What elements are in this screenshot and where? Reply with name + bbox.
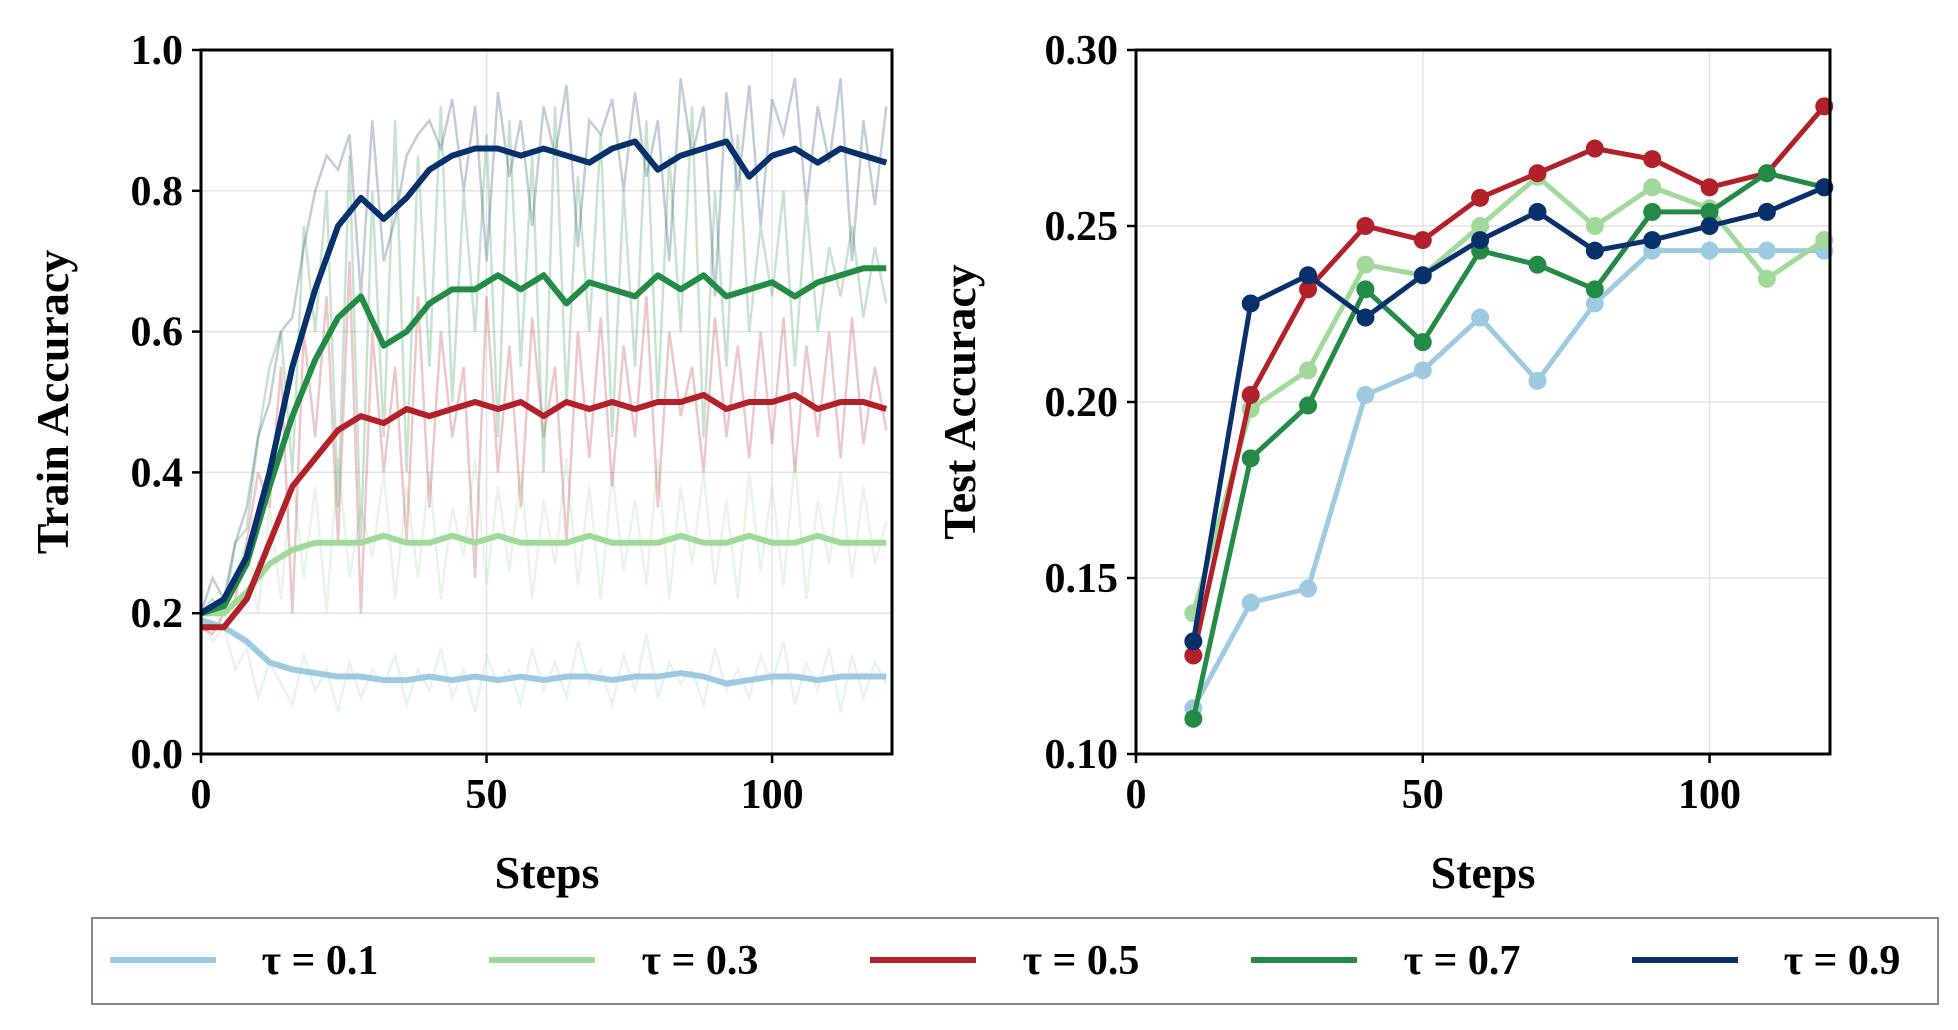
data-point [1528, 371, 1547, 390]
data-point [1585, 280, 1604, 299]
test-y-axis-label: Test Accuracy [934, 264, 985, 540]
legend-label: τ = 0.5 [1023, 938, 1140, 984]
legend-label: τ = 0.1 [262, 938, 379, 984]
series-line-τ=0.3 [1190, 174, 1826, 614]
data-point [1643, 178, 1662, 197]
legend-frame [91, 917, 1939, 1005]
data-point [1413, 231, 1432, 250]
y-tick-label: 0.10 [1045, 732, 1119, 778]
data-point [1413, 361, 1432, 380]
raw-line-τ=0.3 [200, 458, 888, 631]
data-point [1184, 646, 1203, 665]
data-point [1241, 593, 1260, 612]
y-tick-label: 0.0 [131, 732, 184, 778]
data-point [1528, 164, 1547, 183]
y-tick-label: 0.30 [1045, 28, 1119, 74]
legend-label: τ = 0.3 [642, 938, 759, 984]
x-tick-label: 100 [741, 772, 804, 818]
data-point [1700, 241, 1719, 260]
y-tick-label: 0.25 [1045, 204, 1119, 250]
legend-entry-tau-0.3: τ = 0.3 [489, 938, 758, 984]
data-point [1184, 709, 1203, 728]
raw-line-τ=0.9 [199, 77, 888, 614]
x-tick-label: 50 [1402, 772, 1444, 818]
data-point [1528, 255, 1547, 274]
data-point [1299, 266, 1318, 285]
series-line-τ=0.9 [1190, 184, 1826, 642]
data-point [1585, 241, 1604, 260]
data-point [1643, 202, 1662, 221]
data-point [1299, 396, 1318, 415]
smoothed-line-τ=0.7 [200, 265, 887, 617]
smoothed-line-τ=0.1 [200, 617, 887, 687]
raw-line-τ=0.5 [200, 261, 888, 637]
data-point [1757, 241, 1776, 260]
data-point [1700, 178, 1719, 197]
smoothed-line-τ=0.5 [201, 391, 888, 631]
data-point [1585, 139, 1604, 158]
test-accuracy-chart: 0 50 100 0.10 0.15 0.20 0.25 0.30 [1045, 28, 1834, 818]
y-tick-label: 0.8 [131, 169, 184, 215]
y-tick-label: 0.2 [131, 591, 184, 637]
legend-entry-tau-0.5: τ = 0.5 [870, 938, 1139, 984]
data-point [1356, 385, 1375, 404]
legend-entry-tau-0.1: τ = 0.1 [110, 938, 378, 984]
data-point [1356, 308, 1375, 327]
data-point [1700, 217, 1719, 235]
data-point [1528, 202, 1547, 221]
smoothed-line-τ=0.9 [199, 138, 888, 616]
series-line-τ=0.7 [1190, 170, 1825, 720]
legend-label: τ = 0.9 [1784, 938, 1901, 984]
train-x-axis-label: Steps [495, 847, 600, 898]
legend-label: τ = 0.7 [1404, 938, 1521, 984]
y-tick-label: 0.4 [131, 450, 184, 496]
data-point [1241, 385, 1260, 404]
data-point [1184, 632, 1203, 651]
data-point [1585, 217, 1604, 235]
data-point [1413, 333, 1432, 352]
test-x-axis-label: Steps [1431, 847, 1536, 898]
axes-frame [199, 48, 894, 756]
x-tick-label: 100 [1678, 772, 1741, 818]
data-point [1241, 294, 1260, 313]
data-point [1356, 255, 1375, 274]
data-point [1299, 280, 1318, 299]
data-point [1413, 266, 1432, 285]
data-point [1757, 202, 1776, 221]
data-point [1241, 449, 1260, 468]
legend-entry-tau-0.9: τ = 0.9 [1632, 938, 1900, 984]
raw-line-τ=0.1 [199, 619, 888, 713]
series-line-τ=0.5 [1190, 104, 1827, 656]
data-point [1471, 217, 1490, 235]
data-point [1471, 188, 1490, 207]
data-point [1643, 231, 1662, 250]
y-tick-label: 0.15 [1045, 556, 1119, 602]
data-point [1643, 150, 1662, 169]
y-tick-label: 0.20 [1045, 380, 1119, 426]
y-tick-label: 0.6 [131, 310, 184, 356]
axes-frame [1134, 48, 1832, 756]
x-tick-label: 0 [191, 772, 212, 818]
data-point [1299, 579, 1318, 598]
data-point [1299, 361, 1318, 380]
y-tick-label: 1.0 [131, 28, 184, 74]
legend-entry-tau-0.7: τ = 0.7 [1251, 938, 1520, 984]
legend: τ = 0.1 τ = 0.3 τ = 0.5 τ = 0.7 τ = 0.9 [91, 917, 1939, 1005]
data-point [1356, 217, 1375, 235]
smoothed-line-τ=0.3 [201, 532, 887, 617]
data-point [1471, 308, 1490, 327]
data-point [1757, 164, 1776, 183]
train-y-axis-label: Train Accuracy [27, 250, 78, 554]
data-point [1585, 294, 1604, 313]
data-point [1700, 202, 1719, 221]
series-line-τ=0.1 [1191, 248, 1825, 710]
x-tick-label: 0 [1126, 772, 1147, 818]
data-point [1757, 269, 1776, 288]
raw-line-τ=0.7 [200, 106, 888, 617]
train-accuracy-chart: 0 50 100 0.0 0.2 0.4 0.6 0.8 1.0 [131, 28, 894, 818]
data-point [1471, 231, 1490, 250]
x-tick-label: 50 [466, 772, 508, 818]
data-point [1356, 280, 1375, 299]
